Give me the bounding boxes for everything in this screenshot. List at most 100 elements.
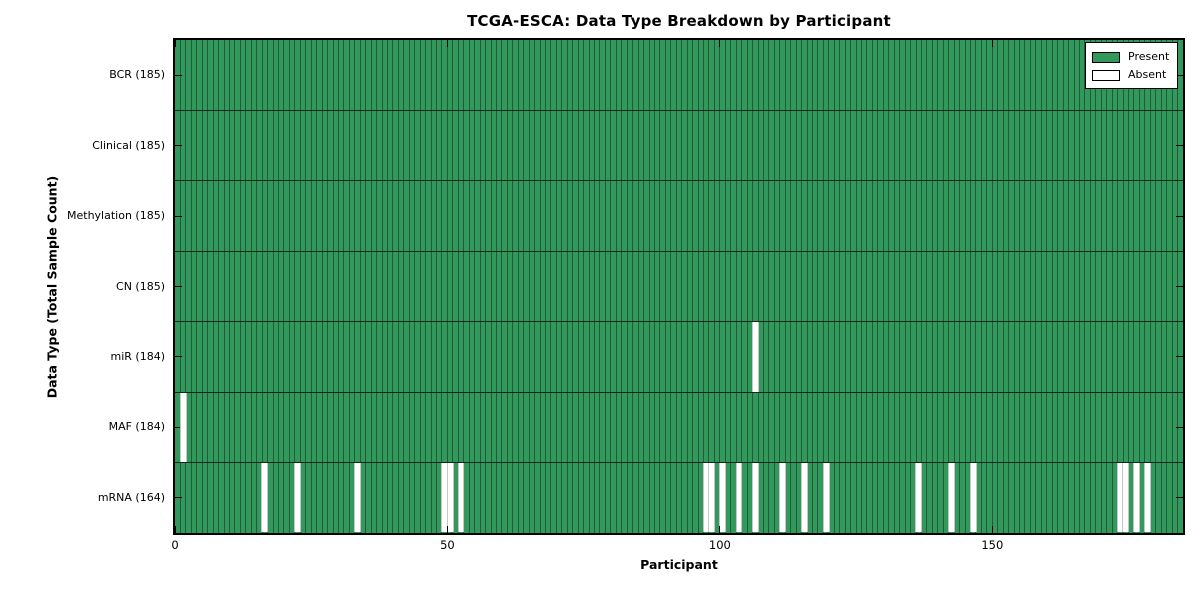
bar-edge-line (348, 40, 350, 533)
bar-edge-line (234, 40, 236, 533)
bar-edge-line (523, 40, 525, 533)
bar-edge-line (839, 40, 841, 533)
bar-edge-line (566, 40, 568, 533)
x-tick-label: 100 (708, 538, 731, 552)
x-tick-top (446, 40, 448, 47)
legend-entry-present: Present (1092, 48, 1171, 66)
bar-edge-line (1068, 40, 1070, 533)
y-tick-left (175, 145, 182, 147)
bar-edge-line (376, 40, 378, 533)
absent-bar (1133, 463, 1141, 533)
chart-title: TCGA-ESCA: Data Type Breakdown by Partic… (467, 12, 891, 30)
bar-edge-line (850, 40, 852, 533)
bar-edge-line (228, 40, 230, 533)
absent-bar (457, 463, 465, 533)
bar-edge-line (604, 40, 606, 533)
bar-edge-line (1171, 40, 1173, 533)
y-tick-label: Methylation (185) (67, 209, 165, 223)
x-tick-label: 0 (171, 538, 179, 552)
row-divider (175, 391, 1183, 393)
bar-edge-line (305, 40, 307, 533)
bar-edge-line (899, 40, 901, 533)
y-tick-left (175, 74, 182, 76)
row-divider (175, 250, 1183, 252)
y-tick-label: miR (184) (110, 349, 166, 363)
y-tick-left (175, 215, 182, 217)
bar-edge-line (931, 40, 933, 533)
y-tick-left (175, 497, 182, 499)
bar-edge-line (975, 40, 977, 533)
bar-edge-line (675, 40, 677, 533)
bar-edge-line (561, 40, 563, 533)
bar-edge-line (877, 40, 879, 533)
bar-edge-line (272, 40, 274, 533)
x-tick-top (719, 40, 721, 47)
bar-edge-line (463, 40, 465, 533)
bar-edge-line (626, 40, 628, 533)
bar-edge-line (446, 40, 448, 533)
bar-edge-line (910, 40, 912, 533)
bar-edge-line (278, 40, 280, 533)
bar-edge-line (724, 40, 726, 533)
bar-edge-line (572, 40, 574, 533)
y-tick-right (1176, 497, 1183, 499)
bar-edge-line (953, 40, 955, 533)
bar-edge-line (288, 40, 290, 533)
legend-entry-absent: Absent (1092, 66, 1171, 84)
bar-edge-line (1149, 40, 1151, 533)
bar-edge-line (768, 40, 770, 533)
bar-edge-line (1035, 40, 1037, 533)
bar-edge-line (397, 40, 399, 533)
bar-edge-line (370, 40, 372, 533)
absent-bar (354, 463, 361, 533)
bar-edge-line (980, 40, 982, 533)
bar-edge-line (790, 40, 792, 533)
bar-edge-line (190, 40, 192, 533)
bar-edge-line (441, 40, 443, 533)
bar-edge-line (610, 40, 612, 533)
y-tick-right (1176, 426, 1183, 428)
bar-edge-line (882, 40, 884, 533)
absent-bar (294, 463, 301, 533)
bar-edge-line (959, 40, 961, 533)
bar-edge-line (681, 40, 683, 533)
bar-edge-line (942, 40, 944, 533)
bar-edge-line (697, 40, 699, 533)
bar-edge-line (245, 40, 247, 533)
absent-bar (751, 463, 759, 533)
y-tick-label: BCR (185) (109, 68, 165, 82)
bar-edge-line (926, 40, 928, 533)
bar-edge-line (1040, 40, 1042, 533)
bar-edge-line (637, 40, 639, 533)
bar-edge-line (1117, 40, 1119, 533)
bar-edge-line (1057, 40, 1059, 533)
bar-edge-line (784, 40, 786, 533)
y-tick-label: CN (185) (116, 279, 165, 293)
x-tick-bottom (446, 526, 448, 533)
plot-area (175, 40, 1183, 533)
bar-edge-line (855, 40, 857, 533)
bar-edge-line (501, 40, 503, 533)
bar-edge-line (583, 40, 585, 533)
bar-edge-line (1084, 40, 1086, 533)
bar-edge-line (713, 40, 715, 533)
bar-edge-line (545, 40, 546, 533)
bar-edge-line (256, 40, 258, 533)
bar-edge-line (615, 40, 617, 533)
bar-edge-line (632, 40, 634, 533)
bar-edge-line (594, 40, 596, 533)
bar-edge-line (1029, 40, 1031, 533)
y-tick-right (1176, 145, 1183, 147)
bar-edge-line (806, 40, 808, 533)
bar-edge-line (452, 40, 454, 533)
bar-edge-line (893, 40, 895, 533)
bar-edge-line (1046, 40, 1048, 533)
absent-bar (179, 392, 187, 463)
bar-edge-line (871, 40, 873, 533)
bar-edge-line (490, 40, 492, 533)
bar-edge-line (773, 40, 775, 533)
y-tick-right (1176, 215, 1183, 217)
legend: Present Absent (1085, 42, 1178, 89)
bar-edge-line (1133, 40, 1135, 533)
bar-edge-line (365, 40, 367, 533)
